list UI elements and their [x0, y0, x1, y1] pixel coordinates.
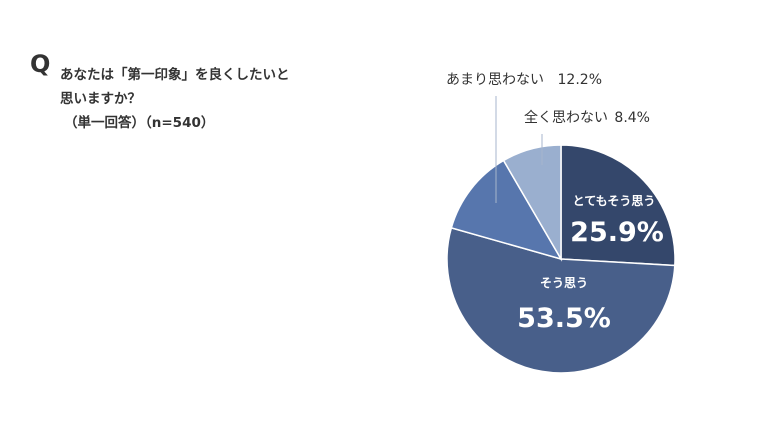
slice-value-3: 12.2%	[558, 72, 602, 88]
slice-value-1: 25.9%	[570, 217, 664, 248]
slice-value-4: 8.4%	[614, 110, 650, 126]
slice-label-1: とてもそう思う	[573, 194, 656, 208]
question-text: あなたは「第一印象」を良くしたいと 思いますか？ （単一回答）（n=540）	[60, 63, 290, 135]
pie-labels: とてもそう思う 25.9% そう思う 53.5% あまり思わない 12.2% 全く思わない 8…	[446, 72, 664, 334]
leader-lines	[495, 96, 543, 203]
pie-slice-3	[450, 159, 563, 261]
pie-slice-2	[446, 226, 676, 374]
question-line-2: 思いますか？	[60, 91, 141, 107]
question-line-1: あなたは「第一印象」を良くしたいと	[60, 67, 290, 83]
slice-label-4: 全く思わない	[524, 109, 608, 126]
pie-slice-1	[560, 144, 676, 267]
slice-label-2: そう思う	[540, 276, 588, 290]
question-mark: Q	[30, 50, 51, 78]
slice-value-2: 53.5%	[517, 303, 611, 334]
slice-label-3: あまり思わない	[446, 72, 544, 88]
question-line-3: （単一回答）（n=540）	[64, 115, 215, 131]
pie-slices	[446, 144, 676, 374]
pie-slice-4	[502, 144, 562, 262]
